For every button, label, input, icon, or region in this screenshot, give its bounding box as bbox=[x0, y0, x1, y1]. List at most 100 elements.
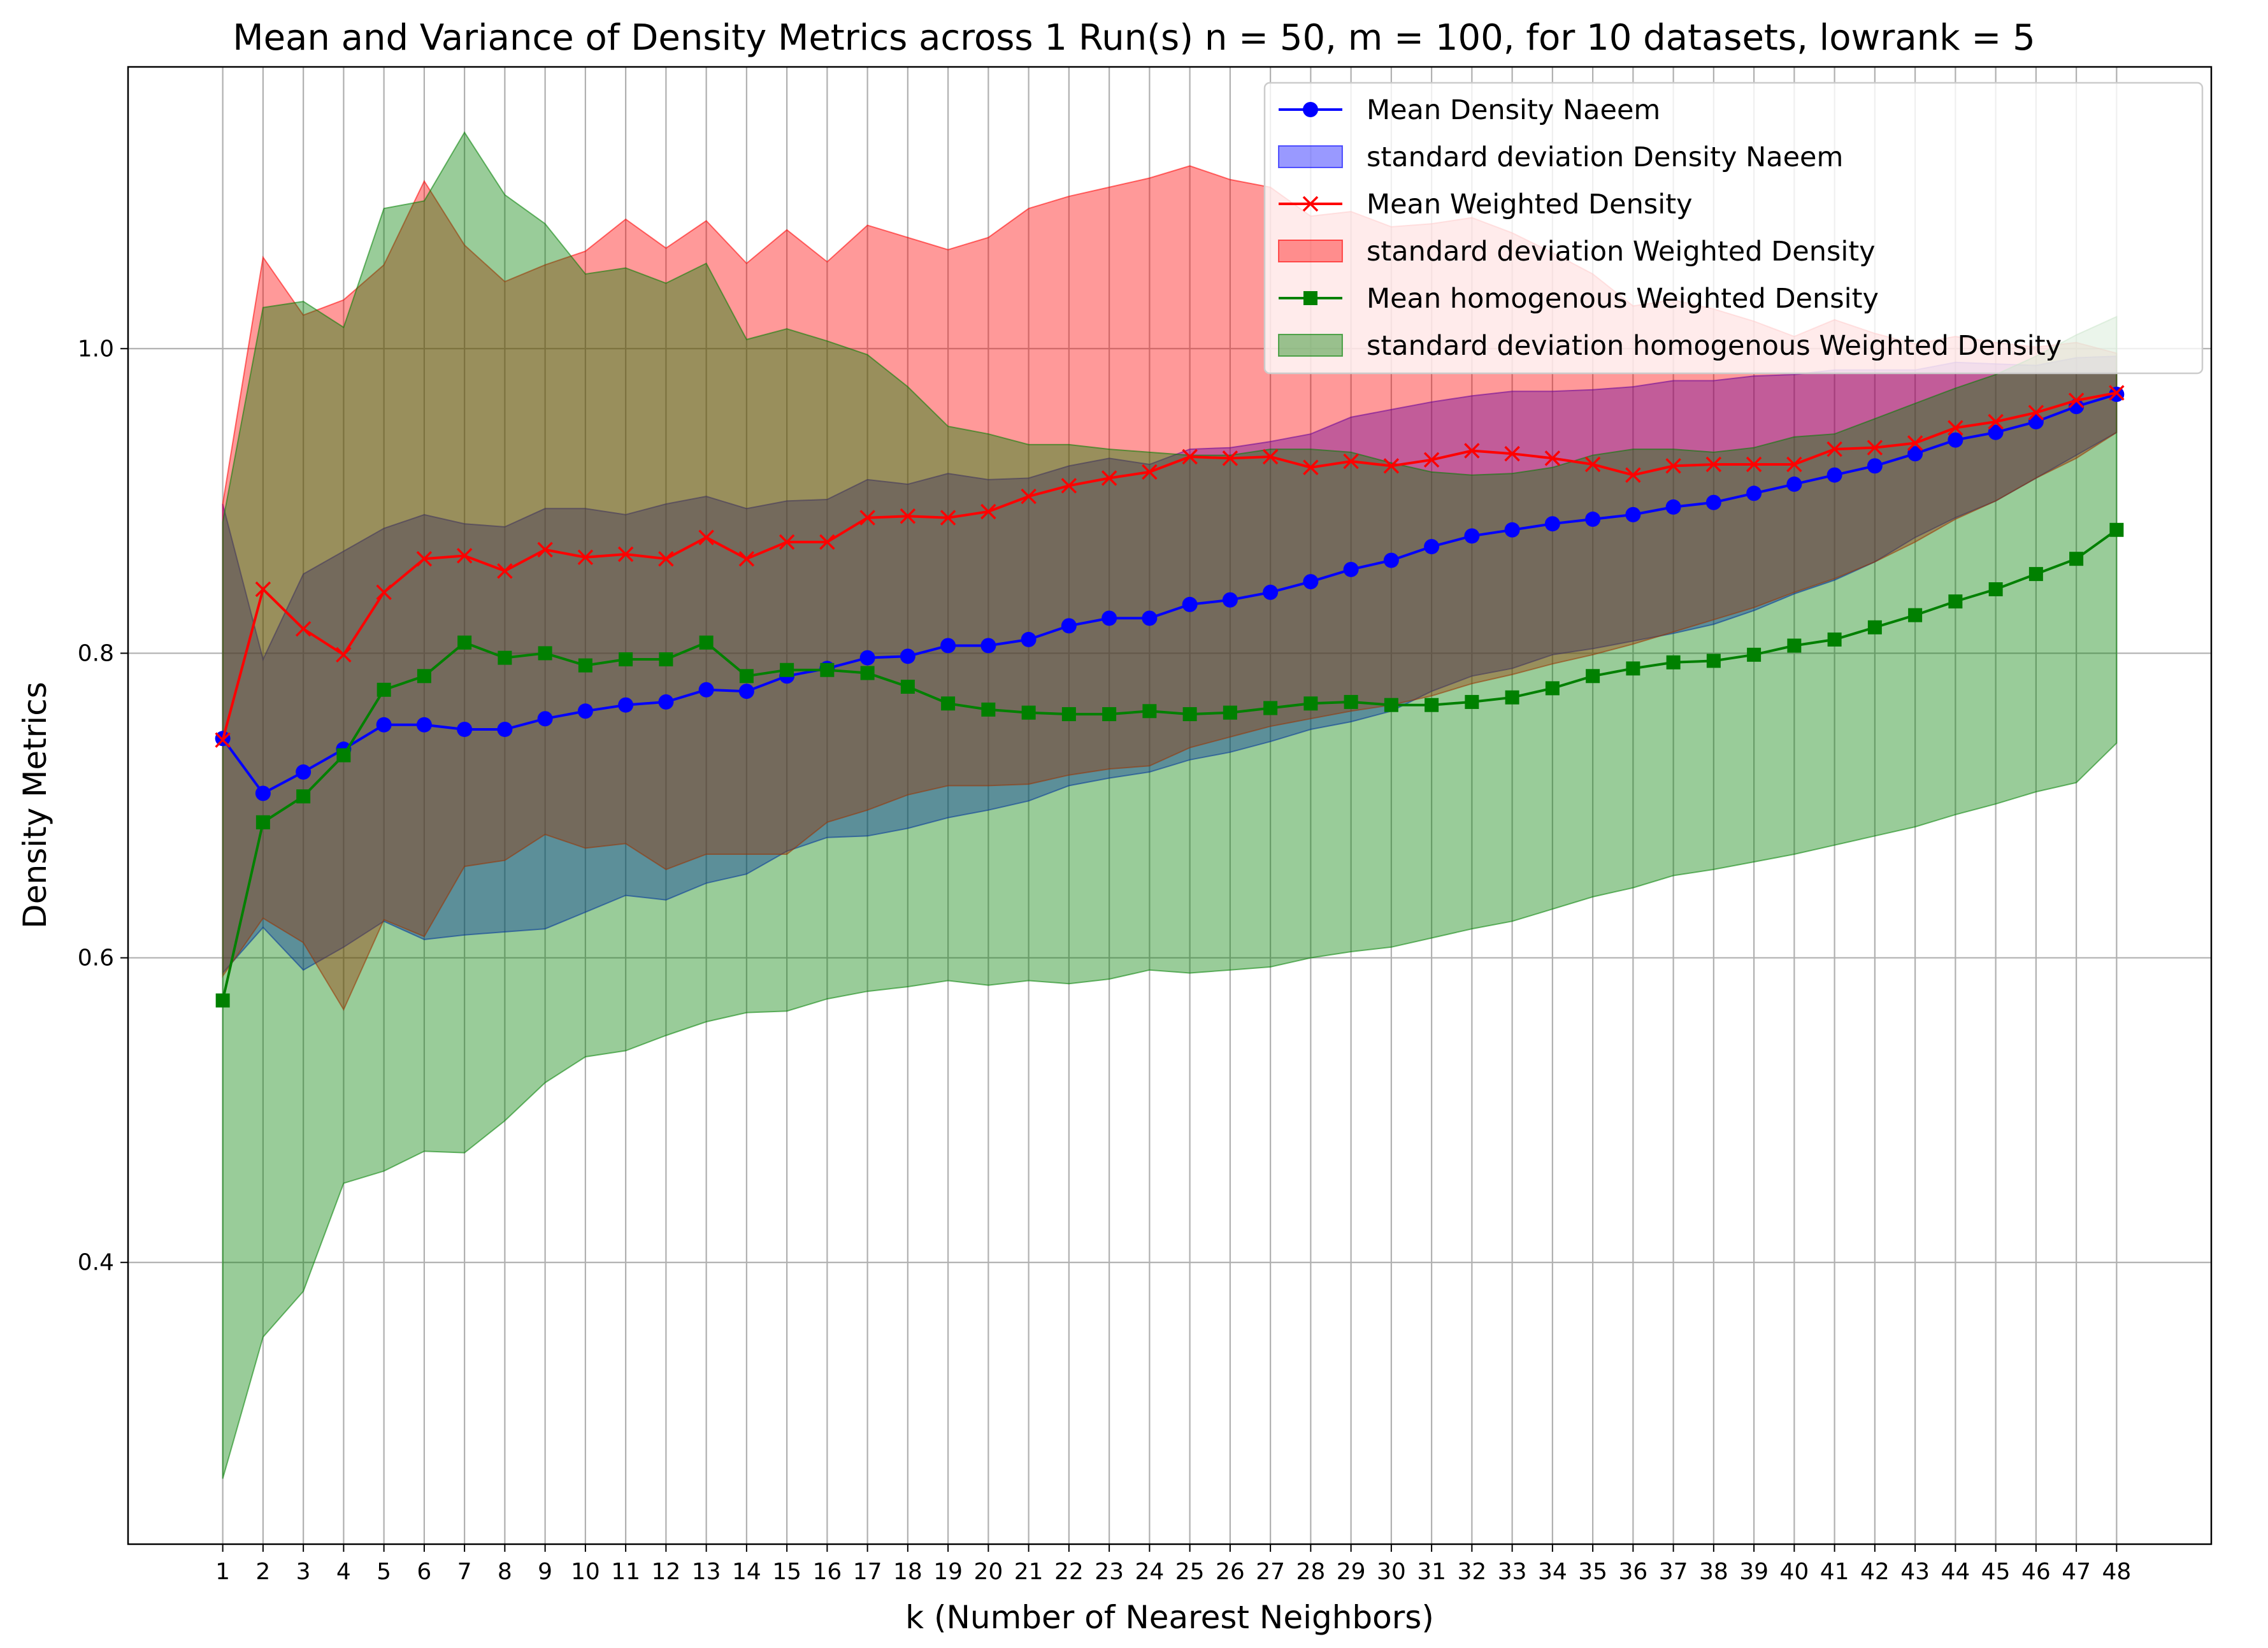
x-marker-stroke bbox=[497, 563, 513, 579]
x-marker-stroke bbox=[577, 549, 594, 566]
data-point bbox=[940, 638, 956, 654]
data-point bbox=[1626, 661, 1640, 676]
x-marker-stroke bbox=[1343, 453, 1359, 469]
x-marker-stroke bbox=[698, 529, 714, 545]
data-point bbox=[1263, 584, 1279, 600]
x-tick-label: 33 bbox=[1498, 1559, 1527, 1585]
legend-label: standard deviation Weighted Density bbox=[1367, 236, 1876, 268]
chart-title: Mean and Variance of Density Metrics acr… bbox=[233, 17, 2035, 59]
data-point bbox=[619, 652, 633, 666]
data-point bbox=[1383, 552, 1399, 568]
x-marker-stroke bbox=[1222, 450, 1238, 466]
data-point bbox=[1263, 701, 1278, 715]
x-tick-label: 10 bbox=[571, 1559, 600, 1585]
x-marker-stroke bbox=[980, 503, 996, 520]
data-point bbox=[1344, 694, 1358, 709]
data-point bbox=[859, 510, 875, 526]
x-tick-label: 39 bbox=[1739, 1559, 1769, 1585]
data-point bbox=[1142, 464, 1158, 480]
data-point bbox=[577, 703, 593, 719]
data-point bbox=[1747, 647, 1762, 662]
x-marker-stroke bbox=[1101, 470, 1117, 486]
x-marker-stroke bbox=[1504, 446, 1520, 462]
data-point bbox=[1544, 450, 1561, 466]
legend-patch-swatch bbox=[1278, 240, 1343, 262]
data-point bbox=[497, 721, 513, 737]
x-tick-label: 20 bbox=[973, 1559, 1003, 1585]
x-marker-stroke bbox=[376, 584, 392, 601]
data-point bbox=[1827, 441, 1842, 457]
legend-box bbox=[1263, 82, 2204, 375]
data-point bbox=[1303, 696, 1318, 711]
data-point bbox=[1182, 707, 1197, 722]
data-point bbox=[1182, 448, 1198, 465]
x-marker-stroke bbox=[1988, 413, 2004, 430]
data-point bbox=[980, 503, 996, 520]
data-point bbox=[658, 694, 674, 710]
data-point bbox=[376, 717, 392, 733]
legend-label: standard deviation homogenous Weighted D… bbox=[1367, 330, 2062, 362]
x-axis-label: k (Number of Nearest Neighbors) bbox=[905, 1599, 1434, 1636]
data-point bbox=[1988, 582, 2003, 597]
data-point bbox=[1786, 456, 1802, 473]
data-point bbox=[1102, 707, 1117, 722]
data-point bbox=[1666, 655, 1681, 670]
x-tick-label: 41 bbox=[1820, 1559, 1849, 1585]
x-tick-label: 35 bbox=[1578, 1559, 1607, 1585]
data-point bbox=[2028, 405, 2044, 420]
legend-marker bbox=[1303, 291, 1317, 305]
x-tick-label: 26 bbox=[1216, 1559, 1245, 1585]
x-tick-label: 45 bbox=[1981, 1559, 2011, 1585]
data-point bbox=[2028, 567, 2043, 582]
x-tick-label: 16 bbox=[812, 1559, 842, 1585]
data-point bbox=[980, 638, 996, 654]
data-point bbox=[739, 669, 754, 684]
x-tick-label: 36 bbox=[1618, 1559, 1647, 1585]
data-point bbox=[1908, 608, 1923, 622]
x-tick-label: 17 bbox=[853, 1559, 882, 1585]
data-point bbox=[457, 721, 473, 737]
data-point bbox=[900, 508, 916, 524]
data-point bbox=[1625, 467, 1641, 483]
x-tick-label: 7 bbox=[457, 1559, 472, 1585]
legend-label: Mean Density Naeem bbox=[1367, 94, 1660, 126]
data-point bbox=[255, 785, 271, 801]
data-point bbox=[1907, 435, 1923, 451]
data-point bbox=[1867, 440, 1883, 455]
data-point bbox=[1465, 694, 1479, 709]
data-point bbox=[1464, 443, 1480, 459]
data-point bbox=[1423, 452, 1440, 468]
data-point bbox=[1705, 456, 1722, 473]
data-point bbox=[1383, 458, 1400, 474]
x-marker-stroke bbox=[1584, 456, 1601, 473]
x-marker-stroke bbox=[2028, 405, 2044, 420]
x-tick-label: 24 bbox=[1135, 1559, 1164, 1585]
data-point bbox=[1021, 631, 1037, 647]
x-marker-stroke bbox=[819, 534, 835, 550]
std-bands bbox=[222, 131, 2118, 1479]
data-point bbox=[1544, 516, 1560, 532]
data-point bbox=[860, 666, 875, 680]
y-tick-label: 0.4 bbox=[78, 1250, 114, 1276]
data-point bbox=[456, 548, 473, 564]
x-marker-stroke bbox=[1423, 452, 1440, 468]
data-point bbox=[1584, 456, 1601, 473]
y-tick-label: 0.8 bbox=[78, 640, 114, 666]
data-point bbox=[900, 648, 915, 664]
x-marker-stroke bbox=[1302, 196, 1319, 212]
data-point bbox=[1948, 594, 1963, 609]
legend-label: Mean homogenous Weighted Density bbox=[1367, 283, 1879, 315]
data-point bbox=[538, 646, 552, 661]
data-point bbox=[498, 650, 512, 665]
x-marker-stroke bbox=[1625, 467, 1641, 483]
data-point bbox=[1425, 698, 1439, 712]
data-point bbox=[1303, 459, 1319, 475]
data-point bbox=[1787, 638, 1802, 653]
data-point bbox=[577, 549, 594, 566]
data-point bbox=[1505, 690, 1519, 705]
x-marker-stroke bbox=[859, 510, 875, 526]
x-tick-label: 15 bbox=[772, 1559, 801, 1585]
x-tick-label: 23 bbox=[1095, 1559, 1124, 1585]
x-tick-label: 34 bbox=[1538, 1559, 1567, 1585]
x-tick-label: 40 bbox=[1779, 1559, 1809, 1585]
